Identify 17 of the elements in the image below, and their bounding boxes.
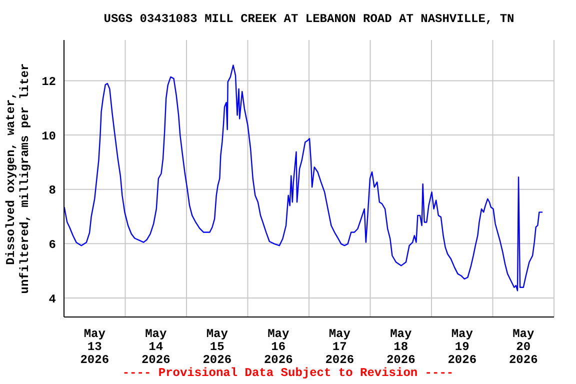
- y-tick-label: 10: [42, 129, 56, 144]
- chart-title: USGS 03431083 MILL CREEK AT LEBANON ROAD AT NASHVILLE, TN: [102, 12, 516, 26]
- x-tick-label: May 15 2026: [202, 327, 232, 367]
- y-tick-label: 12: [42, 74, 56, 89]
- x-tick-label: May 14 2026: [141, 327, 170, 367]
- y-tick-label: 8: [48, 184, 56, 198]
- x-tick-label: May 18 2026: [386, 327, 416, 367]
- x-tick-label: May 16 2026: [264, 327, 293, 367]
- x-tick-label: May 13 2026: [80, 327, 110, 367]
- text: ---- Provisional Data Subject to Revision ----: [121, 366, 455, 380]
- x-tick-label: May 19 2026: [448, 327, 477, 367]
- y-tick-label: 4: [48, 292, 56, 306]
- x-tick-label: May 17 2026: [325, 327, 354, 367]
- x-tick-label: May 20 2026: [508, 327, 538, 367]
- line-series: [64, 64, 544, 292]
- y-axis-title: Dissolved oxygen, water, unfiltered, milligrams per liter: [4, 63, 32, 294]
- y-tick-label: 6: [48, 238, 56, 252]
